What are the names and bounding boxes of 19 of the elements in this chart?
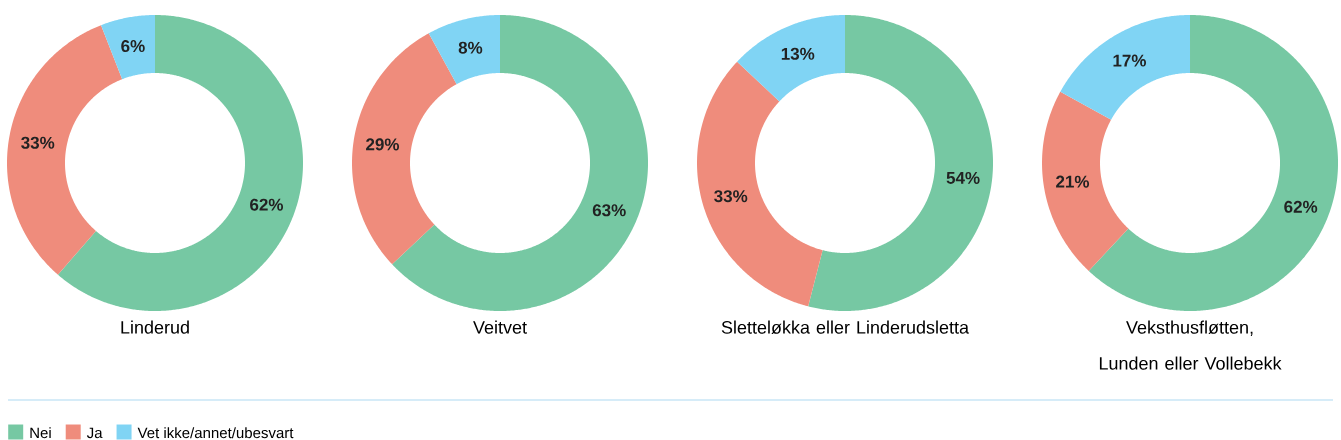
data-label: 63%	[592, 204, 626, 217]
data-label: 54%	[946, 171, 980, 184]
data-label: 17%	[1113, 54, 1146, 67]
text: Sletteløkka eller Linderudsletta	[721, 320, 970, 334]
legend-label: Nei	[30, 427, 51, 439]
data-label: 33%	[714, 190, 748, 203]
data-label: 13%	[781, 47, 815, 60]
data-label: 6%	[121, 40, 145, 53]
data-label: 21%	[1056, 175, 1090, 188]
data-label: 8%	[458, 41, 483, 54]
text: Linderud	[121, 320, 189, 334]
legend-label: Vet ikke/annet/ubesvart	[137, 427, 294, 439]
data-label: 62%	[250, 198, 284, 211]
text: Veitvet	[473, 320, 527, 334]
data-label: 29%	[366, 138, 400, 151]
data-label: 62%	[1284, 200, 1318, 213]
text: Veksthusfløtten, Lunden eller Vollebekk	[1099, 320, 1282, 370]
legend-label: Ja	[86, 427, 103, 439]
data-label: 33%	[21, 136, 55, 149]
